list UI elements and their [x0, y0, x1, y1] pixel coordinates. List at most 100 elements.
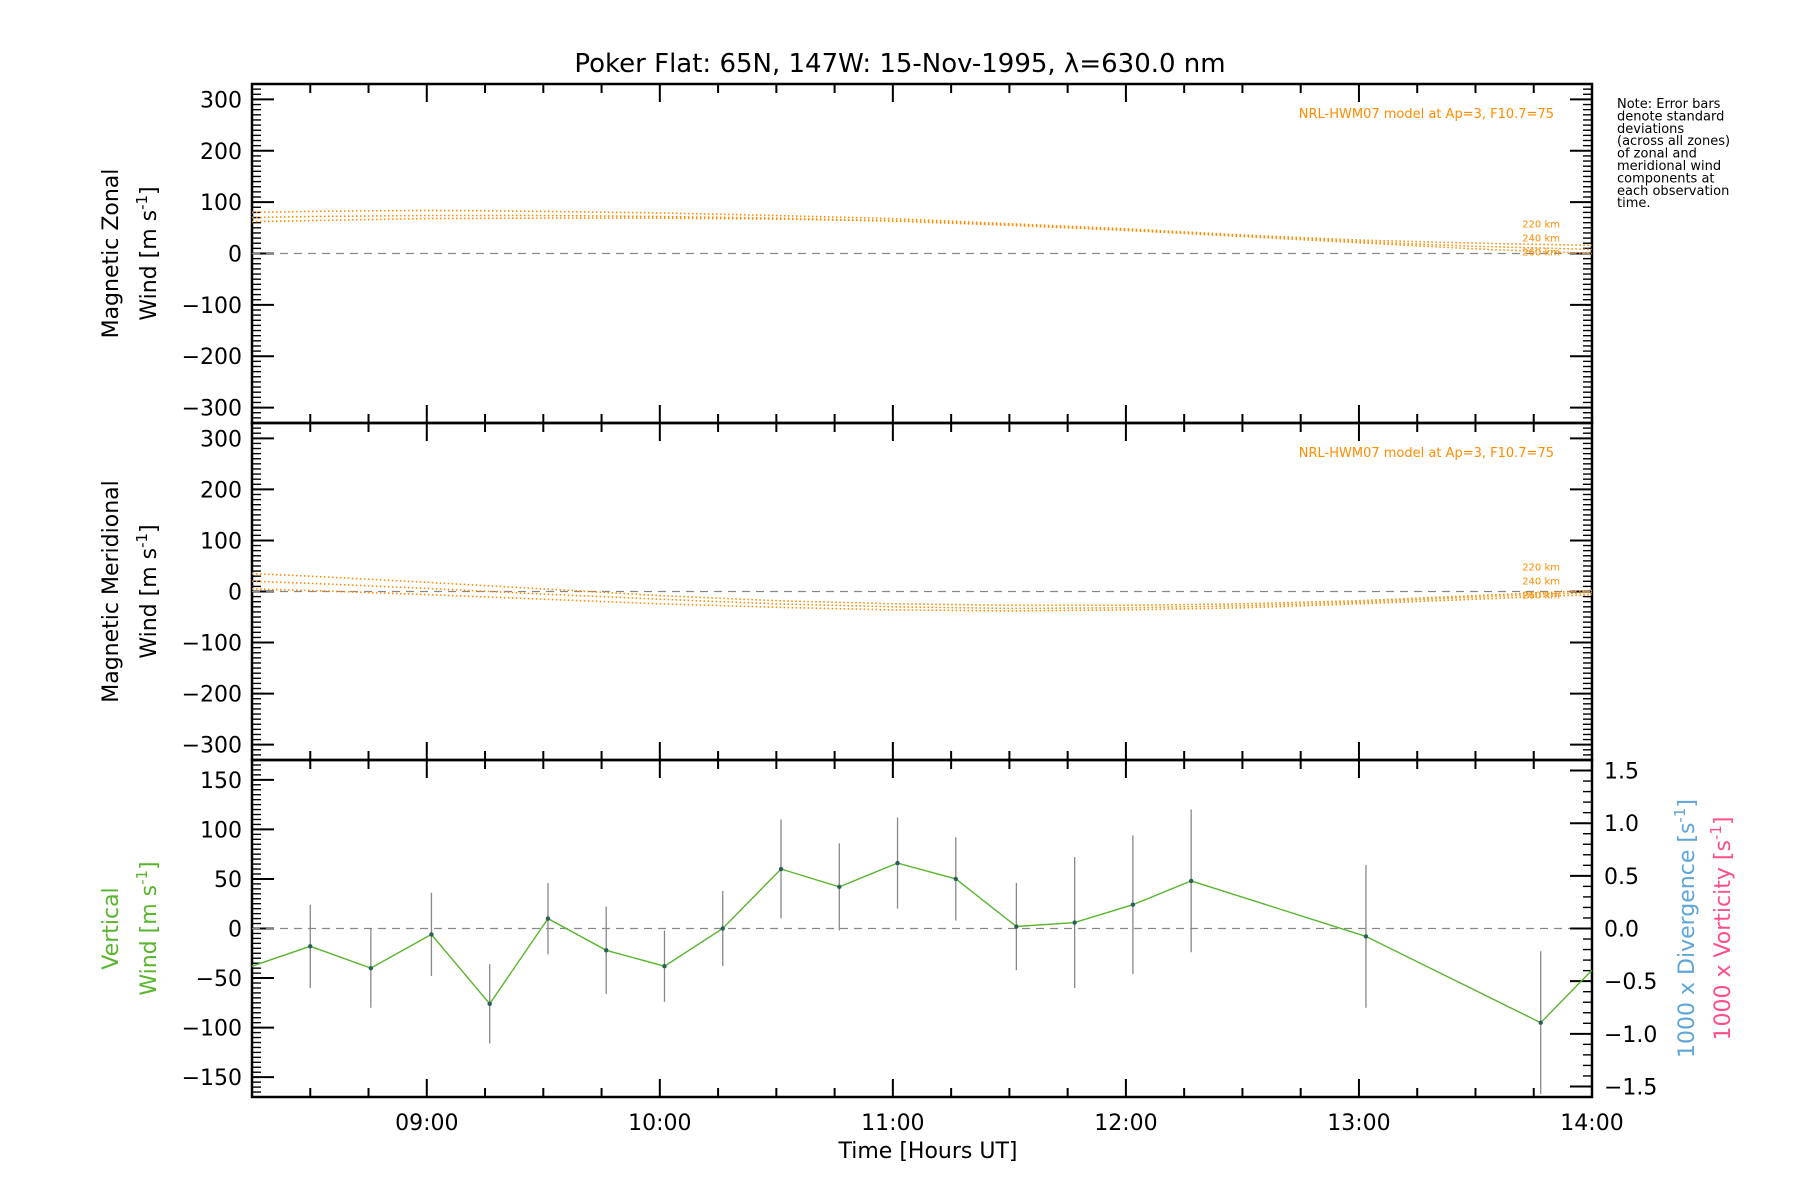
- note-line: deviations: [1617, 122, 1684, 137]
- x-tick-label: 14:00: [1560, 1111, 1623, 1136]
- meridional-model-label: NRL-HWM07 model at Ap=3, F10.7=75: [1299, 446, 1554, 461]
- vertical-wind-point: [953, 876, 958, 882]
- x-tick-label: 11:00: [861, 1111, 924, 1136]
- note-line: denote standard: [1617, 109, 1724, 124]
- vertical-wind-point: [895, 860, 900, 866]
- zonal-model-label: NRL-HWM07 model at Ap=3, F10.7=75: [1299, 107, 1554, 122]
- vertical-y-axis-label-line1: Vertical: [99, 887, 124, 969]
- vertical-wind-point: [1538, 1020, 1543, 1025]
- zonal-altitude-label: 240 km: [1522, 233, 1560, 244]
- note-line: meridional wind: [1617, 159, 1721, 174]
- vertical-wind-point: [1188, 878, 1194, 884]
- right-y-tick-label: −1.0: [1604, 1023, 1657, 1048]
- meridional-altitude-label: 240 km: [1522, 577, 1560, 588]
- x-tick-label: 12:00: [1094, 1111, 1157, 1136]
- x-tick-label: 09:00: [395, 1111, 458, 1136]
- vertical-y-tick-label: −50: [196, 967, 242, 992]
- zonal-model-series: [251, 217, 1593, 255]
- vertical-y-tick-label: 100: [200, 818, 242, 843]
- vorticity-axis-label: 1000 x Vorticity [s-1]: [1707, 816, 1736, 1040]
- meridional-y-tick-label: 200: [200, 478, 242, 503]
- vertical-wind-point: [720, 926, 725, 931]
- vertical-y-tick-label: 150: [200, 769, 242, 794]
- divergence-label-close: ]: [1675, 799, 1700, 808]
- vertical-y-tick-label: 50: [214, 868, 242, 893]
- divergence-label-exp: -1: [1671, 808, 1689, 823]
- meridional-y-label-close: ]: [137, 524, 162, 533]
- vertical-wind-point: [1014, 924, 1019, 929]
- vertical-wind-point: [604, 948, 609, 953]
- note-text-block: Note: Error bars denote standard deviation…: [1617, 97, 1730, 211]
- right-y-tick-label: 1.5: [1604, 760, 1639, 785]
- vertical-wind-point: [545, 916, 551, 921]
- zonal-y-tick-label: −300: [182, 397, 242, 422]
- vertical-wind-point: [368, 965, 374, 971]
- meridional-y-tick-label: 300: [200, 427, 242, 452]
- note-line: Note: Error bars: [1617, 97, 1721, 112]
- zonal-y-tick-label: 100: [200, 191, 242, 216]
- note-line: of zonal and: [1617, 147, 1697, 162]
- zonal-y-label-exp: -1: [133, 195, 151, 210]
- vertical-wind-point: [487, 1001, 492, 1007]
- zonal-y-tick-label: −100: [182, 294, 242, 319]
- divergence-axis-label: 1000 x Divergence [s-1]: [1671, 799, 1700, 1058]
- panel-zonal: −300 −200 −100 0 100 200 300 Magnetic Zonal Wind…: [99, 82, 1594, 425]
- meridional-y-label-exp: -1: [133, 533, 151, 548]
- note-line: (across all zones): [1617, 134, 1730, 149]
- zonal-y-tick-label: 0: [228, 243, 242, 268]
- vertical-y-tick-label: 0: [228, 918, 242, 943]
- zonal-altitude-label: 220 km: [1522, 219, 1560, 230]
- vertical-wind-line: [251, 862, 1593, 1024]
- vertical-y-label-close: ]: [137, 861, 162, 870]
- meridional-y-tick-label: −200: [182, 683, 242, 708]
- vertical-wind-point: [662, 963, 667, 969]
- right-y-tick-label: −0.5: [1604, 970, 1657, 995]
- vertical-wind-point: [1363, 934, 1369, 939]
- meridional-altitude-label: 260 km: [1522, 591, 1560, 602]
- vorticity-label-part: 1000 x Vorticity [s: [1711, 840, 1736, 1040]
- vertical-y-tick-label: −100: [182, 1017, 242, 1042]
- vertical-wind-point: [837, 884, 842, 890]
- vertical-wind-point: [1130, 902, 1136, 907]
- meridional-model-series: [251, 588, 1593, 612]
- zonal-y-tick-label: −200: [182, 345, 242, 370]
- meridional-y-tick-label: 100: [200, 529, 242, 554]
- right-y-tick-label: 0.5: [1604, 865, 1639, 890]
- meridional-y-tick-label: −100: [182, 632, 242, 657]
- vertical-wind-point: [778, 866, 784, 872]
- right-y-tick-label: 0.0: [1604, 918, 1639, 943]
- zonal-y-tick-label: 200: [200, 140, 242, 165]
- zonal-y-axis-label-line2: Wind [m s-1]: [133, 186, 162, 320]
- vertical-y-tick-label: −150: [182, 1066, 242, 1091]
- note-line: components at: [1617, 171, 1715, 186]
- zonal-y-tick-label: 300: [200, 88, 242, 113]
- x-axis: 09:00 10:00 11:00 12:00 13:00 14:00: [395, 1111, 1624, 1136]
- chart-title: Poker Flat: 65N, 147W: 15-Nov-1995, λ=63…: [574, 49, 1225, 79]
- right-y-tick-label: −1.5: [1604, 1075, 1657, 1100]
- zonal-model-series: [251, 209, 1593, 247]
- meridional-y-label-part: Wind [m s: [137, 548, 162, 659]
- vertical-wind-point: [429, 932, 434, 937]
- divergence-label-part: 1000 x Divergence [s: [1675, 823, 1700, 1058]
- note-text: Note: Error bars denote standard deviation…: [1617, 97, 1730, 211]
- note-line: each observation: [1617, 184, 1729, 199]
- meridional-y-axis-label-line1: Magnetic Meridional: [99, 480, 124, 702]
- vertical-wind-point: [308, 944, 313, 949]
- panel-meridional: −300 −200 −100 0 100 200 300 Magnetic Meridiona…: [99, 421, 1594, 762]
- zonal-y-label-close: ]: [137, 186, 162, 195]
- meridional-model-series: [251, 580, 1593, 610]
- vorticity-label-close: ]: [1711, 816, 1736, 825]
- meridional-y-tick-label: −300: [182, 734, 242, 759]
- zonal-altitude-label: 260 km: [1522, 247, 1560, 258]
- vertical-y-axis-label-line2: Wind [m s-1]: [133, 861, 162, 995]
- zonal-y-axis-label-line1: Magnetic Zonal: [99, 169, 124, 339]
- right-y-tick-label: 1.0: [1604, 812, 1639, 837]
- vertical-y-label-part: Wind [m s: [137, 885, 162, 996]
- meridional-y-axis-label-line2: Wind [m s-1]: [133, 524, 162, 658]
- vertical-wind-point: [1072, 920, 1077, 925]
- x-tick-label: 13:00: [1327, 1111, 1390, 1136]
- note-line: time.: [1617, 196, 1651, 211]
- vertical-y-label-exp: -1: [133, 870, 151, 885]
- vorticity-label-exp: -1: [1707, 825, 1725, 840]
